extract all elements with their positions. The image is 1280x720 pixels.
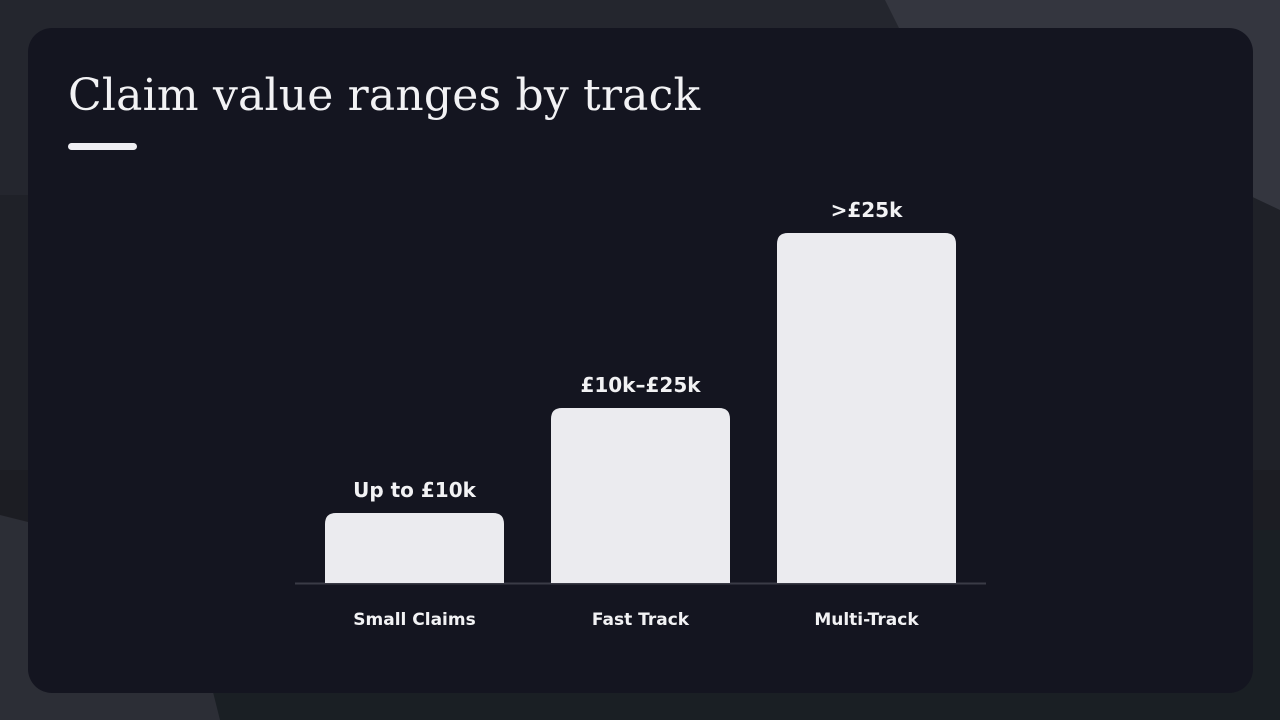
slide-card: Claim value ranges by track Up to £10k Sm…	[28, 28, 1253, 693]
category-label: Small Claims	[353, 610, 475, 630]
bar-multi-track	[777, 233, 956, 583]
slide-title: Claim value ranges by track	[68, 70, 701, 121]
bar-value-label: £10k–£25k	[580, 373, 701, 397]
bar-small-claims	[325, 513, 504, 583]
category-label: Fast Track	[592, 610, 690, 630]
category-label: Multi-Track	[814, 610, 919, 630]
title-underline	[68, 143, 137, 150]
bar-fast-track	[551, 408, 730, 583]
bar-value-label: >£25k	[831, 198, 904, 222]
bar-value-label: Up to £10k	[353, 478, 477, 502]
bar-chart: Up to £10k Small Claims £10k–£25k Fast Trac…	[295, 198, 986, 630]
